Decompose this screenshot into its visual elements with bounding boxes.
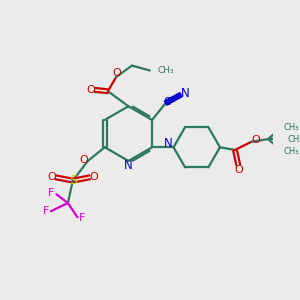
Text: CH₃: CH₃ bbox=[283, 122, 298, 131]
Text: O: O bbox=[86, 85, 95, 95]
Text: CH₃: CH₃ bbox=[283, 147, 298, 156]
Text: O: O bbox=[251, 135, 260, 145]
Text: N: N bbox=[164, 137, 173, 151]
Text: N: N bbox=[124, 159, 133, 172]
Text: CH₃: CH₃ bbox=[287, 135, 300, 144]
Text: CH₃: CH₃ bbox=[158, 66, 174, 75]
Text: O: O bbox=[234, 165, 243, 175]
Text: O: O bbox=[80, 155, 88, 165]
Text: F: F bbox=[79, 213, 85, 223]
Text: N: N bbox=[181, 87, 190, 100]
Text: O: O bbox=[90, 172, 98, 182]
Text: O: O bbox=[47, 172, 56, 182]
Text: C: C bbox=[164, 98, 171, 107]
Text: F: F bbox=[48, 188, 55, 198]
Text: S: S bbox=[69, 174, 77, 187]
Text: O: O bbox=[113, 68, 122, 78]
Text: F: F bbox=[43, 206, 49, 216]
